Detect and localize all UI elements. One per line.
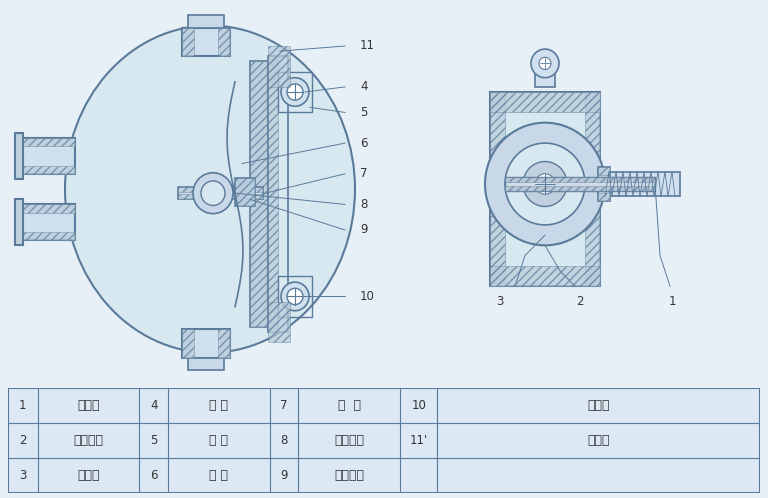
Bar [278, 276, 312, 317]
Text: 2: 2 [576, 295, 584, 308]
Text: 6: 6 [360, 136, 368, 149]
Bar [490, 266, 600, 286]
Text: 11': 11' [409, 434, 428, 447]
Bar [490, 92, 600, 286]
Circle shape [193, 173, 233, 214]
Bar [585, 92, 600, 286]
Bar [218, 329, 230, 358]
Text: 3: 3 [496, 295, 504, 308]
Bar [490, 92, 600, 113]
Bar [598, 167, 610, 201]
Bar [20, 138, 75, 174]
Text: 排气口: 排气口 [588, 434, 610, 447]
Text: 进气口: 进气口 [78, 399, 100, 412]
Bar [235, 178, 255, 207]
Bar [178, 187, 263, 199]
Bar [268, 56, 278, 332]
Circle shape [531, 49, 559, 78]
Bar [20, 205, 75, 240]
Bar [178, 187, 263, 192]
Text: 中间支架: 中间支架 [334, 469, 364, 482]
Bar [268, 302, 290, 343]
Bar [20, 138, 75, 146]
Circle shape [485, 123, 605, 246]
Bar [505, 177, 655, 191]
Bar [188, 358, 224, 370]
Text: 8: 8 [360, 198, 367, 211]
Circle shape [287, 288, 303, 305]
Text: 2: 2 [19, 434, 26, 447]
Text: 9: 9 [360, 224, 368, 237]
Text: 7: 7 [360, 167, 368, 180]
Circle shape [281, 282, 309, 311]
Circle shape [505, 143, 585, 225]
Text: 连  杆: 连 杆 [337, 399, 360, 412]
Text: 1: 1 [668, 295, 676, 308]
Text: 10: 10 [360, 290, 375, 303]
Text: 连杆铜套: 连杆铜套 [334, 434, 364, 447]
Bar [278, 72, 312, 113]
Bar [20, 166, 75, 174]
Text: 4: 4 [360, 80, 368, 94]
Bar [15, 199, 23, 246]
Text: 配气阀: 配气阀 [78, 469, 100, 482]
Text: 10: 10 [411, 399, 426, 412]
Text: 5: 5 [150, 434, 157, 447]
Text: 配气阀体: 配气阀体 [74, 434, 104, 447]
Circle shape [523, 161, 567, 207]
Bar [250, 61, 268, 327]
Text: 3: 3 [19, 469, 26, 482]
Bar [490, 92, 505, 286]
Text: 11: 11 [360, 39, 375, 52]
Bar [20, 205, 75, 213]
Text: 隔 膜: 隔 膜 [210, 469, 228, 482]
Bar [218, 27, 230, 56]
Bar [250, 61, 268, 327]
Ellipse shape [65, 25, 355, 353]
Bar [505, 177, 655, 182]
Circle shape [287, 84, 303, 100]
Bar [598, 193, 610, 201]
Circle shape [201, 181, 225, 206]
Bar [235, 178, 255, 207]
Text: 5: 5 [360, 106, 367, 119]
Bar [600, 172, 680, 196]
Bar [535, 72, 555, 87]
Bar [268, 46, 290, 87]
Text: 1: 1 [19, 399, 26, 412]
Text: 7: 7 [280, 399, 288, 412]
Bar [182, 27, 230, 56]
Bar [188, 15, 224, 27]
Text: 6: 6 [150, 469, 157, 482]
Text: 泵进口: 泵进口 [588, 399, 610, 412]
Bar [182, 27, 194, 56]
Bar [182, 329, 194, 358]
Bar [15, 133, 23, 179]
Bar [182, 329, 230, 358]
Circle shape [535, 174, 555, 194]
Text: 8: 8 [280, 434, 287, 447]
Text: 圆 球: 圆 球 [210, 399, 228, 412]
Text: 球 座: 球 座 [210, 434, 228, 447]
Bar [268, 56, 288, 332]
Bar [598, 167, 610, 175]
Text: 4: 4 [150, 399, 157, 412]
Bar [178, 194, 263, 199]
Circle shape [281, 78, 309, 106]
Bar [505, 186, 655, 191]
Bar [20, 232, 75, 240]
Circle shape [539, 57, 551, 70]
Text: 9: 9 [280, 469, 288, 482]
